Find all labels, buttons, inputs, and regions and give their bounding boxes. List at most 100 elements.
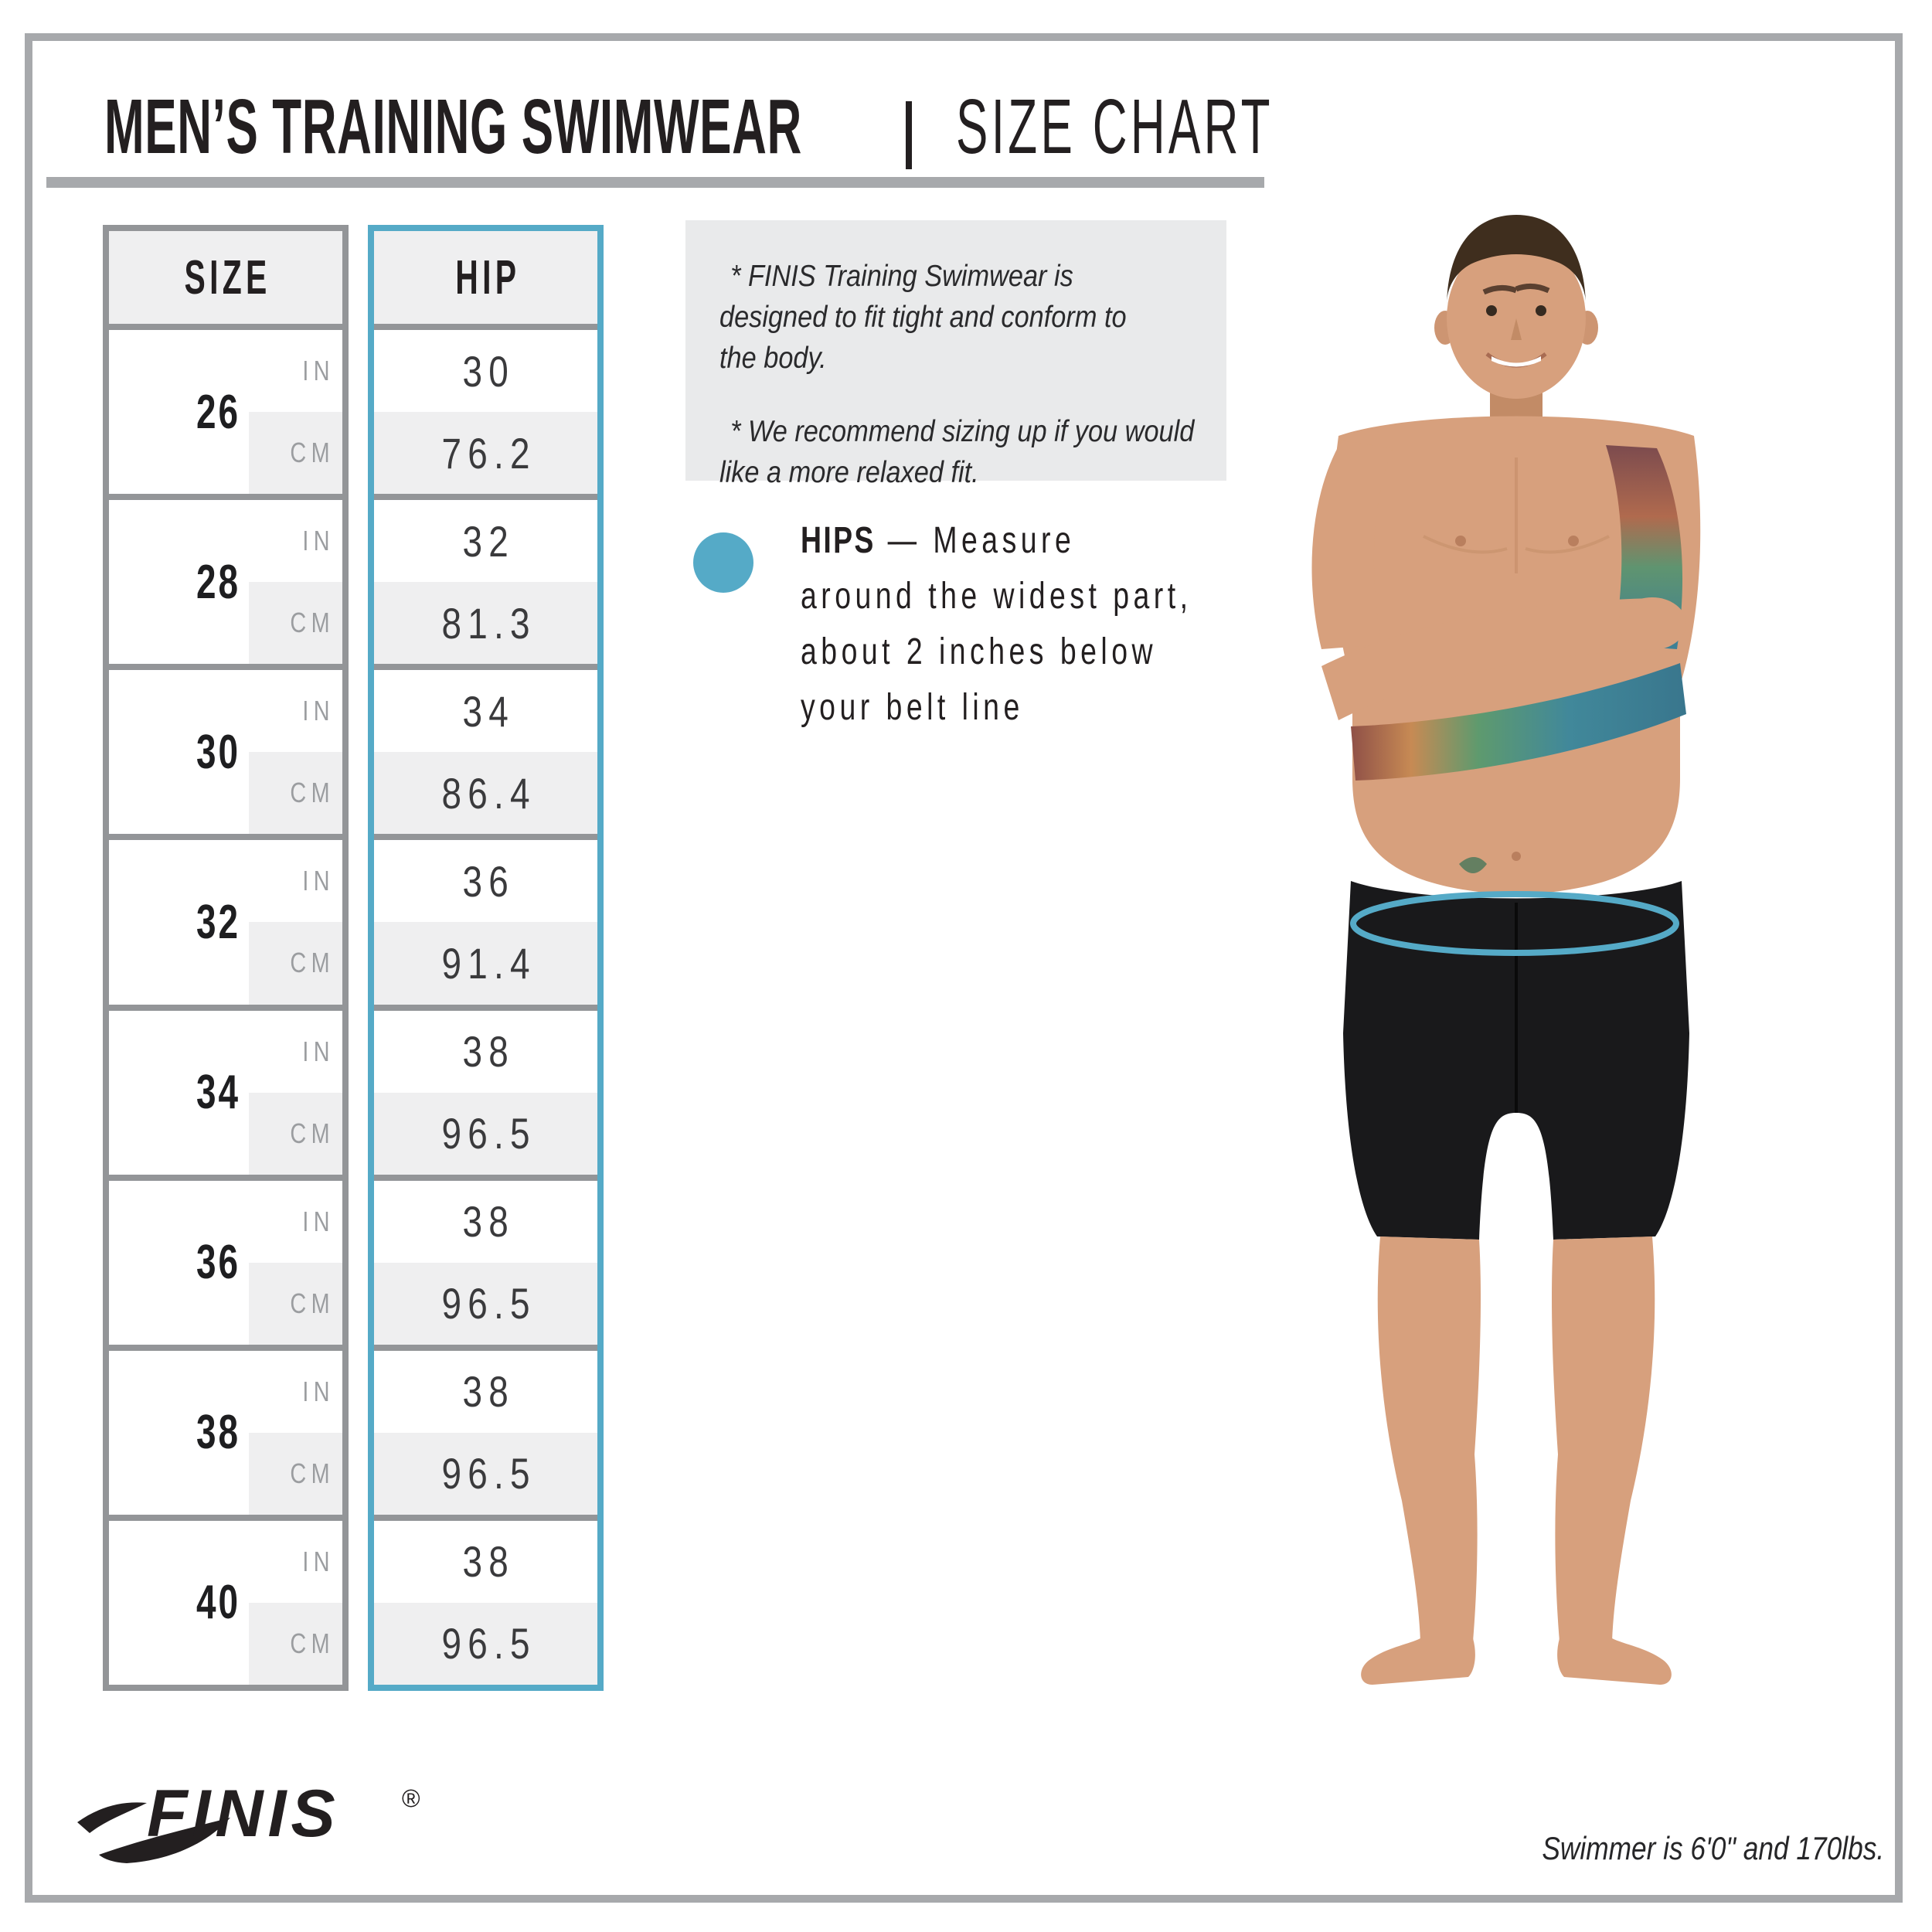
unit-label-cm: CM [249,582,342,665]
group-separator [109,1004,342,1011]
unit-label-in: IN [302,695,335,727]
hip-group-28: 32 81.3 [374,500,597,665]
hips-line: about 2 inches below [801,631,1157,672]
unit-label-cm: CM [249,412,342,495]
hip-value-cm: 76.2 [374,412,597,495]
hip-value-cm: 86.4 [374,752,597,835]
hip-column-header: HIP [374,231,597,324]
logo-swoosh-icon [99,1818,230,1863]
hip-column: HIP 30 76.2 32 81.3 34 86.4 36 91.4 38 9… [368,225,604,1691]
unit-label-cm: CM [249,1092,342,1175]
group-separator [109,1514,342,1521]
hip-value-in: 38 [462,1197,515,1247]
size-value: 30 [196,725,241,779]
swimmer-caption: Swimmer is 6'0" and 170lbs. [1542,1830,1884,1866]
hip-group-26: 30 76.2 [374,330,597,495]
size-group-28: 28 IN CM [109,500,342,665]
outer-frame [25,33,1903,1903]
group-separator [109,1344,342,1351]
hips-instruction: HIPS — Measure around the widest part, a… [801,513,1192,736]
registered-mark: ® [402,1784,420,1812]
hip-value-cm: 91.4 [374,922,597,1005]
hip-measure-line [1350,891,1679,956]
logo-swoosh-icon [77,1802,147,1833]
hip-value-cm: 96.5 [374,1262,597,1345]
hip-value-cm: 96.5 [374,1432,597,1515]
hip-value-in: 38 [462,1537,515,1587]
hip-value-in: 38 [462,1027,515,1077]
page-title-sub: SIZE CHART [956,83,1274,170]
size-column: SIZE 26 IN CM 28 IN CM 30 IN CM 32 IN CM… [103,225,349,1691]
logo-text: FINIS [147,1777,340,1851]
hip-value-in: 32 [462,516,515,566]
size-column-header: SIZE [109,231,342,324]
hip-value-in: 38 [462,1367,515,1417]
size-header-label: SIZE [184,250,271,304]
unit-label-cm: CM [249,1262,342,1345]
unit-label-cm: CM [249,752,342,835]
group-separator [374,1004,597,1011]
unit-label-cm: CM [249,1602,342,1685]
hip-group-32: 36 91.4 [374,840,597,1005]
unit-label-cm: CM [249,922,342,1005]
note-line: designed to fit tight and conform to [719,301,1127,335]
swimmer-photo [1311,215,1701,1685]
swimmer-foot-right [1557,1638,1672,1685]
hip-value-cm: 96.5 [374,1602,597,1685]
title-divider-rule [46,177,1264,188]
header-separator [109,324,342,330]
hip-value-in: 36 [462,856,515,906]
unit-label-in: IN [302,865,335,897]
size-value: 40 [196,1576,241,1630]
group-separator [374,664,597,671]
unit-label-in: IN [302,1205,335,1237]
group-separator [109,1174,342,1181]
swimmer-tattoo-arm [1606,445,1683,649]
size-value: 36 [196,1236,241,1290]
hips-label: HIPS [801,520,876,561]
hips-line: — Measure [887,520,1076,561]
group-separator [109,834,342,841]
group-separator [109,494,342,501]
size-group-38: 38 IN CM [109,1350,342,1515]
swimmer-leg-left [1377,1236,1481,1641]
unit-label-in: IN [302,1375,335,1407]
hip-value-in: 30 [462,346,515,396]
swimmer-hair [1447,215,1586,304]
hip-group-36: 38 96.5 [374,1180,597,1345]
hips-line: around the widest part, [801,576,1192,617]
size-group-32: 32 IN CM [109,840,342,1005]
size-value: 34 [196,1066,241,1120]
size-value: 28 [196,555,241,609]
unit-label-in: IN [302,1545,335,1577]
swimmer-leg-right [1552,1236,1655,1641]
unit-label-in: IN [302,1035,335,1067]
hips-line: your belt line [801,687,1024,728]
hip-group-38: 38 96.5 [374,1350,597,1515]
page-title-main: MEN’S TRAINING SWIMWEAR [104,83,802,170]
swimmer-forearm-skin [1321,598,1660,720]
group-separator [374,1344,597,1351]
hip-group-30: 34 86.4 [374,670,597,835]
unit-label-cm: CM [249,1432,342,1515]
note-line: * FINIS Training Swimwear is [730,260,1073,293]
title-separator [906,101,912,169]
size-group-34: 34 IN CM [109,1010,342,1175]
hip-group-40: 38 96.5 [374,1520,597,1685]
size-group-30: 30 IN CM [109,670,342,835]
swimmer-tattoo-forearm [1351,663,1686,781]
size-value: 26 [196,385,241,439]
group-separator [374,1514,597,1521]
size-value: 32 [196,895,241,949]
group-separator [374,1174,597,1181]
hip-value-cm: 96.5 [374,1092,597,1175]
swimmer-hand [1618,597,1686,650]
finis-logo: FINIS ® [77,1777,420,1863]
swimmer-arm-left [1311,440,1393,649]
unit-label-in: IN [302,525,335,557]
note-line: the body. [719,342,827,376]
size-group-36: 36 IN CM [109,1180,342,1345]
size-group-26: 26 IN CM [109,330,342,495]
size-value: 38 [196,1406,241,1460]
